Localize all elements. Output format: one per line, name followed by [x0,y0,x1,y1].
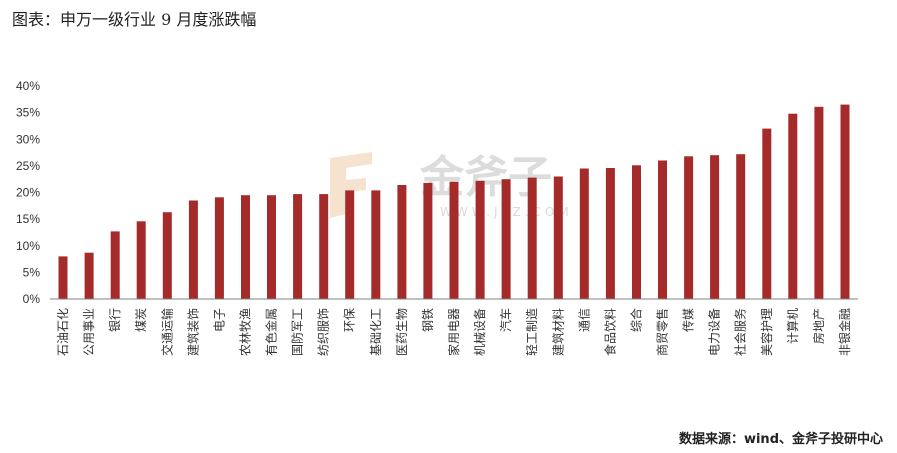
x-tick-label: 基础化工 [369,308,383,356]
bar [605,168,615,299]
x-tick-label: 农林牧渔 [239,308,253,356]
bars [58,104,850,299]
x-tick-label: 有色金属 [264,308,279,356]
bar [553,176,563,299]
watermark-logo-mark [330,152,372,218]
bar [658,160,667,299]
x-tick-label: 银行 [108,308,122,332]
bar [684,156,694,299]
x-tick-label: 传媒 [681,308,696,332]
x-tick-label: 轻工制造 [525,308,539,356]
x-tick-label: 建筑装饰 [185,308,200,356]
x-tick-label: 环保 [343,308,357,332]
bar [501,179,511,299]
x-axis-labels: 石油石化 公用事业 银行 煤炭 交通运输 建筑装饰 电子 农林牧渔 有色金属 国防军工 纺织服饰 环保… [56,308,852,356]
bar [188,200,198,299]
x-tick-label: 电子 [212,308,226,332]
x-tick-label: 非银金融 [837,308,852,356]
y-tick-label: 0% [23,292,41,306]
x-tick-label: 建筑材料 [550,308,565,356]
x-tick-label: 机械设备 [472,308,487,356]
bar [214,197,224,299]
x-tick-label: 医药生物 [395,308,409,356]
x-tick-label: 钢铁 [421,308,435,332]
x-tick-label: 房地产 [811,308,826,344]
bar [319,194,329,299]
bar [632,165,641,299]
bar [267,195,276,299]
x-tick-label: 商贸零售 [655,308,670,356]
bar [710,155,720,299]
bar [579,168,589,299]
bar [293,194,303,299]
bar [110,231,120,299]
y-tick-label: 5% [23,265,41,279]
y-tick-label: 20% [16,186,40,200]
bar [788,113,798,299]
x-tick-label: 通信 [577,308,591,332]
bar [527,177,537,299]
y-axis: 0% 5% 10% 15% 20% 25% 30% 35% 40% [16,79,40,306]
bar [371,190,381,299]
y-tick-label: 40% [16,79,40,93]
bar [814,106,824,299]
x-tick-label: 计算机 [785,308,800,344]
bar [840,104,850,299]
bar [397,185,407,299]
x-tick-label: 汽车 [498,308,513,332]
x-tick-label: 社会服务 [733,308,748,356]
bar [84,252,94,299]
x-tick-label: 石油石化 [56,308,70,356]
bar [345,190,355,299]
bar [58,256,68,299]
bar [136,221,146,299]
x-tick-label: 交通运输 [159,308,174,356]
y-tick-label: 15% [16,212,40,226]
y-tick-label: 25% [16,159,40,173]
y-tick-label: 30% [16,132,40,146]
bar [241,195,250,299]
x-tick-label: 电力设备 [708,308,722,356]
bar [449,181,459,299]
bar [736,154,746,299]
x-tick-label: 食品饮料 [602,308,617,356]
chart-title: 图表：申万一级行业 9 月度涨跌幅 [12,10,257,29]
bar [423,182,433,299]
y-tick-label: 10% [16,239,40,253]
y-tick-label: 35% [16,106,40,120]
x-tick-label: 综合 [629,308,644,332]
x-tick-label: 纺织服饰 [317,308,331,356]
x-tick-label: 公用事业 [82,308,96,356]
bar [162,212,172,299]
bar [475,180,485,299]
bar [762,128,772,299]
x-tick-label: 国防军工 [290,308,305,356]
x-tick-label: 家用电器 [446,308,461,356]
data-source-note: 数据来源：wind、金斧子投研中心 [678,432,883,447]
x-tick-label: 美容护理 [759,308,774,356]
x-tick-label: 煤炭 [134,308,148,332]
